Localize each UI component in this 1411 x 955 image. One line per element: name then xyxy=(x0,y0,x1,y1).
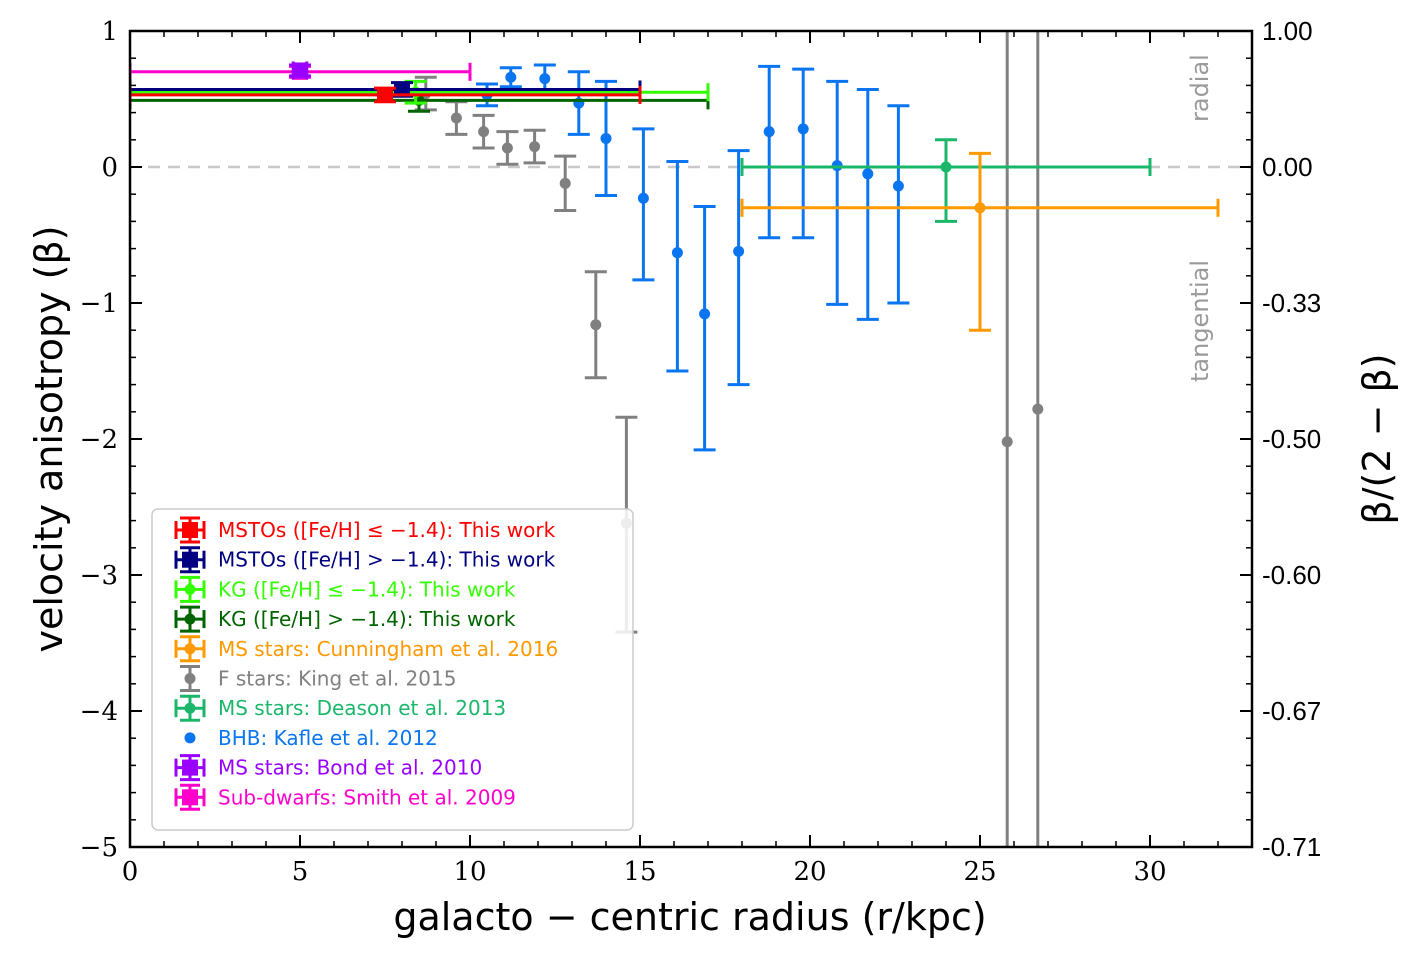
y-tick-label: −2 xyxy=(80,425,118,455)
legend-label: F stars: King et al. 2015 xyxy=(218,667,456,691)
legend-label: MS stars: Bond et al. 2010 xyxy=(218,756,482,780)
right-tick-label: -0.33 xyxy=(1262,288,1321,318)
x-axis-label: galacto − centric radius (r/kpc) xyxy=(393,895,986,939)
x-tick-label: 30 xyxy=(1133,857,1166,887)
data-point xyxy=(590,319,602,331)
x-tick-label: 15 xyxy=(623,857,656,887)
x-tick-label: 25 xyxy=(963,857,996,887)
legend-label: MS stars: Cunningham et al. 2016 xyxy=(218,637,558,661)
data-point xyxy=(292,62,308,79)
y-tick-label: −5 xyxy=(80,833,118,863)
legend-label: MSTOs ([Fe/H] ≤ −1.4): This work xyxy=(218,518,556,542)
right-tick-label: -0.50 xyxy=(1262,424,1321,454)
legend: MSTOs ([Fe/H] ≤ −1.4): This work MSTOs ([… xyxy=(151,508,634,831)
x-tick-label: 10 xyxy=(453,857,486,887)
data-point xyxy=(862,168,874,180)
data-point xyxy=(797,123,809,135)
series-group xyxy=(740,151,1220,332)
data-point xyxy=(600,132,612,144)
data-point xyxy=(671,247,683,259)
y-tick-label: −3 xyxy=(80,561,118,591)
annotation-radial: radial xyxy=(1186,54,1214,122)
data-point xyxy=(974,202,986,214)
y-tick-label: −1 xyxy=(80,289,118,319)
data-point xyxy=(505,71,517,83)
legend-marker xyxy=(182,522,198,538)
data-point xyxy=(539,73,551,85)
right-tick-label: 1.00 xyxy=(1262,16,1313,46)
data-point xyxy=(377,86,393,103)
data-point xyxy=(699,308,711,320)
legend-marker xyxy=(184,702,196,714)
x-tick-label: 20 xyxy=(793,857,826,887)
plot-area xyxy=(130,31,1220,847)
legend-marker xyxy=(184,673,196,684)
legend-marker xyxy=(184,643,196,655)
data-point xyxy=(450,112,462,124)
legend-label: Sub-dwarfs: Smith et al. 2009 xyxy=(218,785,516,809)
data-point xyxy=(763,126,775,138)
data-point xyxy=(529,141,541,153)
legend-marker xyxy=(182,551,198,568)
x-tick-label: 5 xyxy=(292,857,309,887)
legend-label: KG ([Fe/H] > −1.4): This work xyxy=(218,607,516,631)
right-axis-label: β/(2 − β) xyxy=(1355,353,1399,524)
legend-label: MSTOs ([Fe/H] > −1.4): This work xyxy=(218,548,556,572)
data-point xyxy=(1001,436,1013,448)
data-point xyxy=(940,161,952,173)
data-point xyxy=(559,177,571,189)
data-point xyxy=(733,245,745,257)
legend-box xyxy=(151,508,634,831)
series-group xyxy=(476,63,910,452)
legend-label: MS stars: Deason et al. 2013 xyxy=(218,696,506,720)
series-group xyxy=(289,61,311,80)
legend-marker xyxy=(182,789,198,806)
legend-marker xyxy=(184,613,196,625)
right-tick-label: -0.71 xyxy=(1262,832,1321,862)
data-point xyxy=(1032,403,1044,415)
legend-marker xyxy=(182,759,198,776)
legend-label: BHB: Kafle et al. 2012 xyxy=(218,726,438,750)
data-point xyxy=(892,180,904,192)
y-axis-label: velocity anisotropy (β) xyxy=(27,225,71,652)
y-tick-label: −4 xyxy=(80,697,118,727)
right-tick-label: 0.00 xyxy=(1262,152,1313,182)
y-tick-label: 0 xyxy=(101,153,118,183)
series-group xyxy=(130,85,642,104)
data-point xyxy=(501,142,513,154)
legend-label: KG ([Fe/H] ≤ −1.4): This work xyxy=(218,577,516,601)
data-point xyxy=(637,192,649,204)
data-point xyxy=(478,126,490,138)
legend-marker xyxy=(184,732,196,744)
x-tick-label: 0 xyxy=(122,857,139,887)
annotation-tangential: tangential xyxy=(1186,260,1214,382)
right-tick-label: -0.60 xyxy=(1262,560,1321,590)
legend-marker xyxy=(184,583,196,595)
right-tick-label: -0.67 xyxy=(1262,696,1321,726)
y-tick-label: 1 xyxy=(101,17,118,47)
